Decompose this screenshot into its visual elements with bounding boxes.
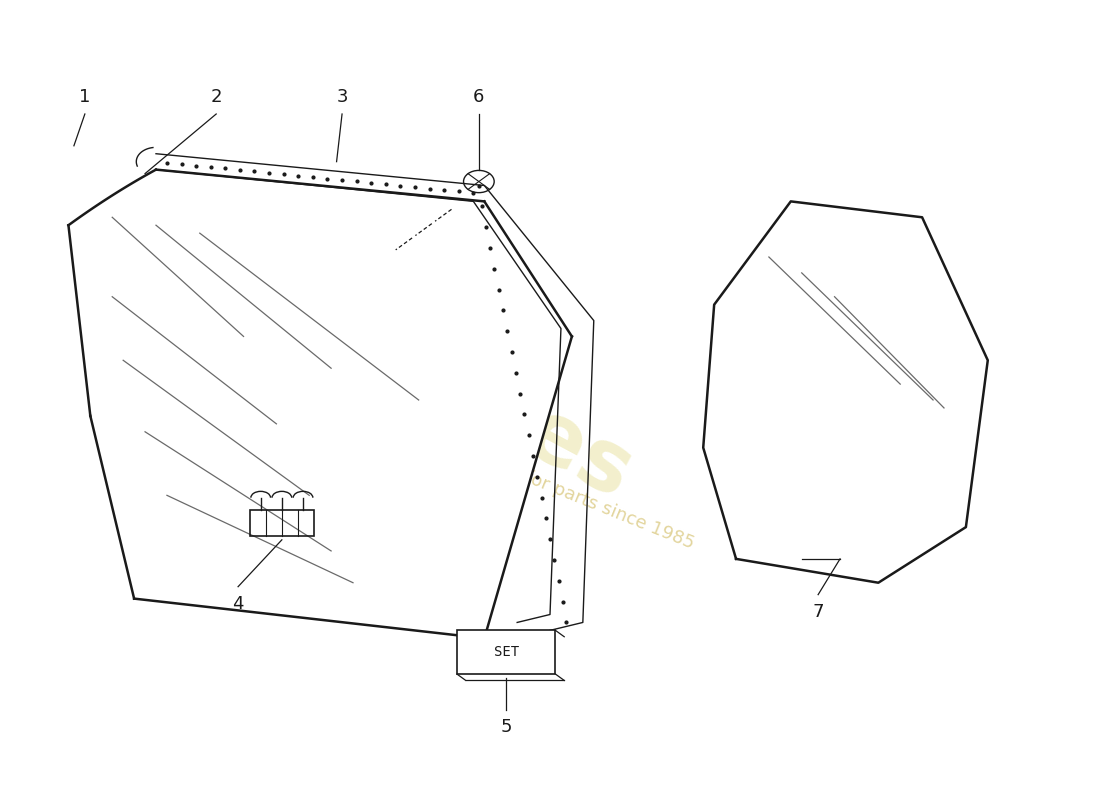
Polygon shape [703,202,988,582]
Text: eurospares: eurospares [125,188,646,517]
Text: 5: 5 [500,718,512,736]
Text: 6: 6 [473,88,484,106]
Text: SET: SET [494,646,519,659]
Text: 4: 4 [232,594,244,613]
Text: 1: 1 [79,88,90,106]
Bar [456,630,556,674]
Text: 3: 3 [337,88,348,106]
Bar [250,510,314,536]
Text: a pasion for parts since 1985: a pasion for parts since 1985 [447,438,697,553]
Polygon shape [68,170,572,638]
Text: 7: 7 [813,602,824,621]
Text: 2: 2 [210,88,222,106]
